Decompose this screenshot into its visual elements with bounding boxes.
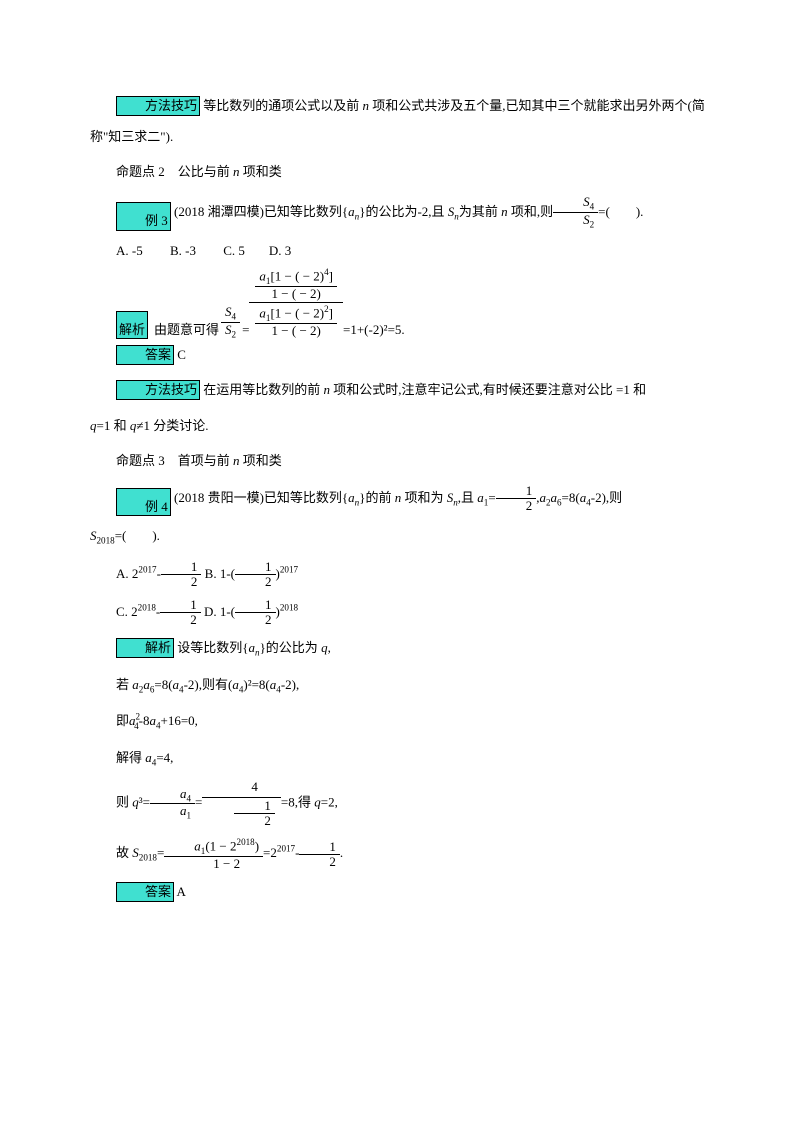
solution-4-line2: 若 a2a6=8(a4-2),则有(a4)²=8(a4-2), <box>90 669 710 701</box>
method-tag: 方法技巧 <box>116 96 200 116</box>
solution-4-line5: 则 q³=a4a1=412=8,得 q=2, <box>90 778 710 829</box>
fraction-s4-s2: S4S2 <box>553 195 598 229</box>
example-3-options: A. -5 B. -3 C. 5D. 3 <box>116 235 710 266</box>
answer-tag: 答案 <box>116 345 174 365</box>
solution-4-line3: 即a24-8a4+16=0, <box>90 705 710 737</box>
example-4-cont: S2018=( ). <box>90 520 710 552</box>
method-tag: 方法技巧 <box>116 380 200 400</box>
method-tip-2-cont: q=1 和 q≠1 分类讨论. <box>90 410 710 441</box>
topic-2: 命题点 2 公比与前 n 项和类 <box>90 156 710 187</box>
solution-tag: 解析 <box>116 311 148 340</box>
solution-4-line4: 解得 a4=4, <box>90 742 710 774</box>
solution-tag: 解析 <box>116 638 174 658</box>
example-4: 例 4 (2018 贵阳一模)已知等比数列{an}的前 n 项和为 Sn,且 a… <box>90 480 710 516</box>
answer-3: 答案 C <box>90 339 710 370</box>
solution-3: 解析 由题意可得 S4S2 = a1[1 − ( − 2)4]1 − ( − 2… <box>116 266 710 339</box>
example-tag: 例 4 <box>116 488 171 517</box>
answer-4: 答案 A <box>90 876 710 907</box>
solution-4-line1: 解析 设等比数列{an}的公比为 q, <box>90 632 710 664</box>
solution-4-line6: 故 S2018=a1(1 − 22018)1 − 2=22017-12. <box>90 833 710 872</box>
answer-tag: 答案 <box>116 882 174 902</box>
example-4-options-2: C. 22018-12 D. 1-(12)2018 <box>90 595 710 629</box>
method-tip-1: 方法技巧 等比数列的通项公式以及前 n 项和公式共涉及五个量,已知其中三个就能求… <box>90 90 710 152</box>
example-tag: 例 3 <box>116 202 171 231</box>
topic-3: 命题点 3 首项与前 n 项和类 <box>90 445 710 476</box>
example-3: 例 3 (2018 湘潭四模)已知等比数列{an}的公比为-2,且 Sn为其前 … <box>90 192 710 231</box>
example-4-options: A. 22017-12 B. 1-(12)2017 <box>90 557 710 591</box>
method-tip-2: 方法技巧 在运用等比数列的前 n 项和公式时,注意牢记公式,有时候还要注意对公比… <box>90 374 710 405</box>
big-fraction: a1[1 − ( − 2)4]1 − ( − 2) a1[1 − ( − 2)2… <box>249 266 343 339</box>
